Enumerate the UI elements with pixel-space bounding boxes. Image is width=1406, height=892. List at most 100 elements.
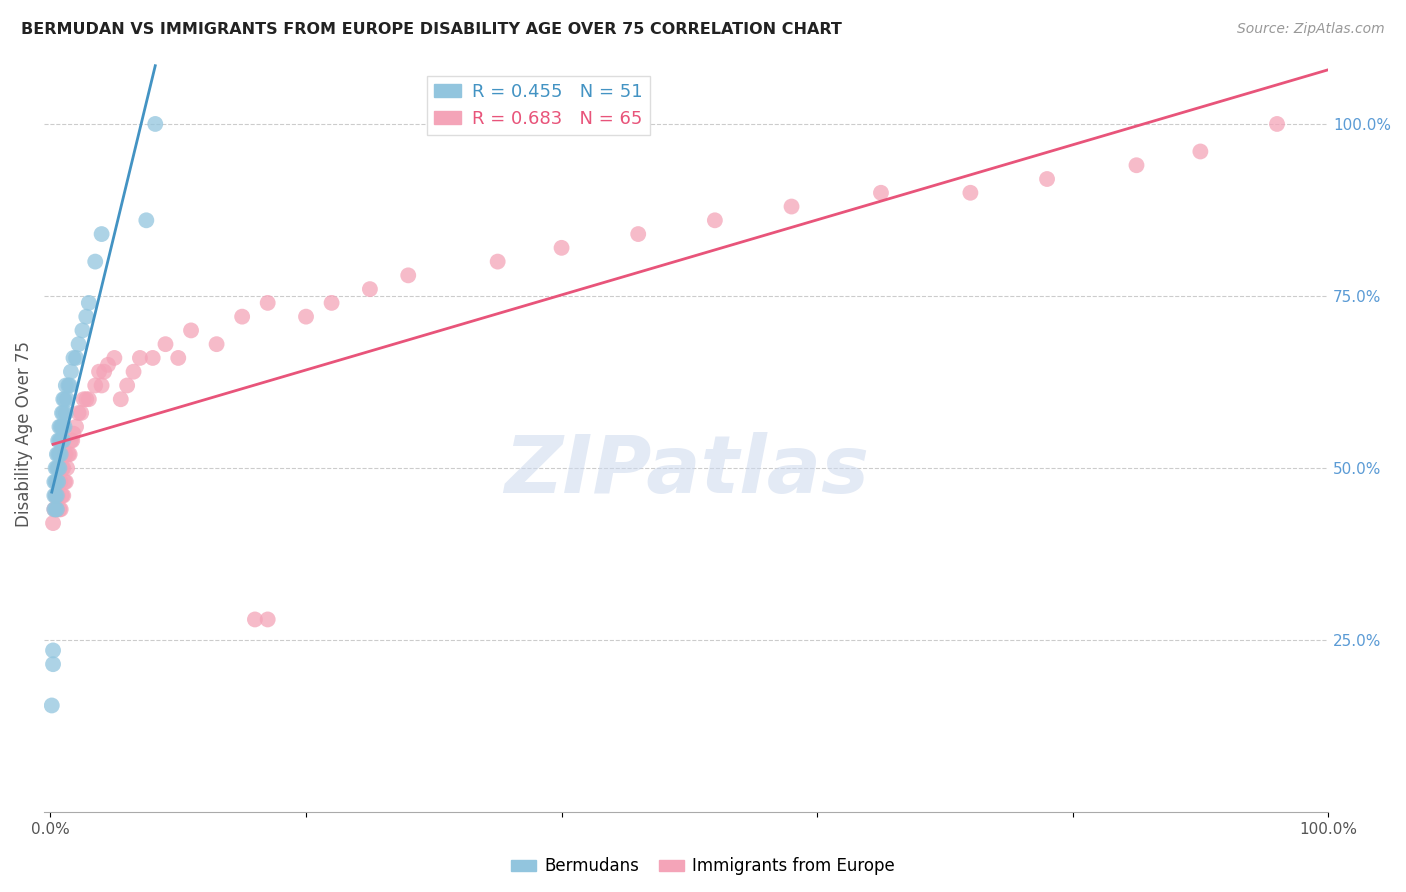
Text: Source: ZipAtlas.com: Source: ZipAtlas.com	[1237, 22, 1385, 37]
Point	[51, 489, 73, 503]
Point	[52, 419, 75, 434]
Point	[1189, 145, 1212, 159]
Point	[45, 502, 67, 516]
Point	[42, 516, 65, 530]
Point	[41, 698, 63, 713]
Point	[396, 268, 419, 283]
Point	[42, 643, 65, 657]
Point	[46, 489, 69, 503]
Point	[48, 502, 70, 516]
Point	[75, 310, 97, 324]
Point	[1265, 117, 1288, 131]
Y-axis label: Disability Age Over 75: Disability Age Over 75	[15, 341, 32, 526]
Point	[59, 365, 82, 379]
Point	[59, 378, 82, 392]
Point	[703, 213, 725, 227]
Legend: R = 0.455   N = 51, R = 0.683   N = 65: R = 0.455 N = 51, R = 0.683 N = 65	[427, 76, 650, 135]
Point	[46, 434, 69, 448]
Point	[959, 186, 981, 200]
Point	[180, 323, 202, 337]
Point	[205, 337, 228, 351]
Point	[75, 392, 97, 407]
Point	[103, 351, 125, 365]
Point	[256, 296, 278, 310]
Point	[49, 447, 72, 461]
Point	[77, 392, 100, 407]
Point	[48, 461, 70, 475]
Point	[45, 502, 67, 516]
Point	[486, 254, 509, 268]
Point	[90, 227, 112, 241]
Point	[77, 296, 100, 310]
Point	[48, 419, 70, 434]
Point	[90, 378, 112, 392]
Point	[550, 241, 572, 255]
Point	[53, 392, 76, 407]
Point	[48, 475, 70, 489]
Point	[45, 489, 67, 503]
Point	[295, 310, 318, 324]
Point	[51, 461, 73, 475]
Point	[135, 213, 157, 227]
Point	[45, 447, 67, 461]
Point	[1125, 158, 1147, 172]
Point	[44, 502, 66, 516]
Point	[129, 351, 152, 365]
Point	[87, 365, 110, 379]
Point	[48, 447, 70, 461]
Point	[46, 475, 69, 489]
Point	[143, 117, 166, 131]
Point	[1036, 172, 1059, 186]
Point	[49, 475, 72, 489]
Point	[48, 434, 70, 448]
Point	[45, 489, 67, 503]
Point	[321, 296, 343, 310]
Point	[62, 351, 84, 365]
Point	[110, 392, 132, 407]
Point	[42, 657, 65, 672]
Point	[60, 434, 83, 448]
Point	[243, 612, 266, 626]
Point	[52, 406, 75, 420]
Point	[51, 406, 73, 420]
Point	[49, 419, 72, 434]
Point	[45, 502, 67, 516]
Point	[93, 365, 115, 379]
Point	[45, 461, 67, 475]
Text: BERMUDAN VS IMMIGRANTS FROM EUROPE DISABILITY AGE OVER 75 CORRELATION CHART: BERMUDAN VS IMMIGRANTS FROM EUROPE DISAB…	[21, 22, 842, 37]
Point	[49, 434, 72, 448]
Point	[45, 475, 67, 489]
Point	[256, 612, 278, 626]
Point	[870, 186, 893, 200]
Point	[167, 351, 190, 365]
Point	[155, 337, 177, 351]
Point	[65, 351, 87, 365]
Point	[55, 406, 77, 420]
Point	[70, 406, 93, 420]
Point	[55, 378, 77, 392]
Point	[44, 475, 66, 489]
Point	[97, 358, 120, 372]
Point	[52, 461, 75, 475]
Point	[84, 254, 107, 268]
Point	[45, 461, 67, 475]
Point	[44, 502, 66, 516]
Point	[59, 434, 82, 448]
Point	[51, 434, 73, 448]
Point	[359, 282, 381, 296]
Point	[53, 419, 76, 434]
Point	[115, 378, 138, 392]
Point	[62, 426, 84, 441]
Point	[780, 200, 803, 214]
Point	[45, 489, 67, 503]
Point	[56, 392, 79, 407]
Point	[84, 378, 107, 392]
Point	[59, 447, 82, 461]
Point	[52, 489, 75, 503]
Point	[72, 323, 94, 337]
Point	[55, 475, 77, 489]
Point	[231, 310, 253, 324]
Point	[52, 392, 75, 407]
Text: ZIPatlas: ZIPatlas	[503, 433, 869, 510]
Point	[67, 337, 90, 351]
